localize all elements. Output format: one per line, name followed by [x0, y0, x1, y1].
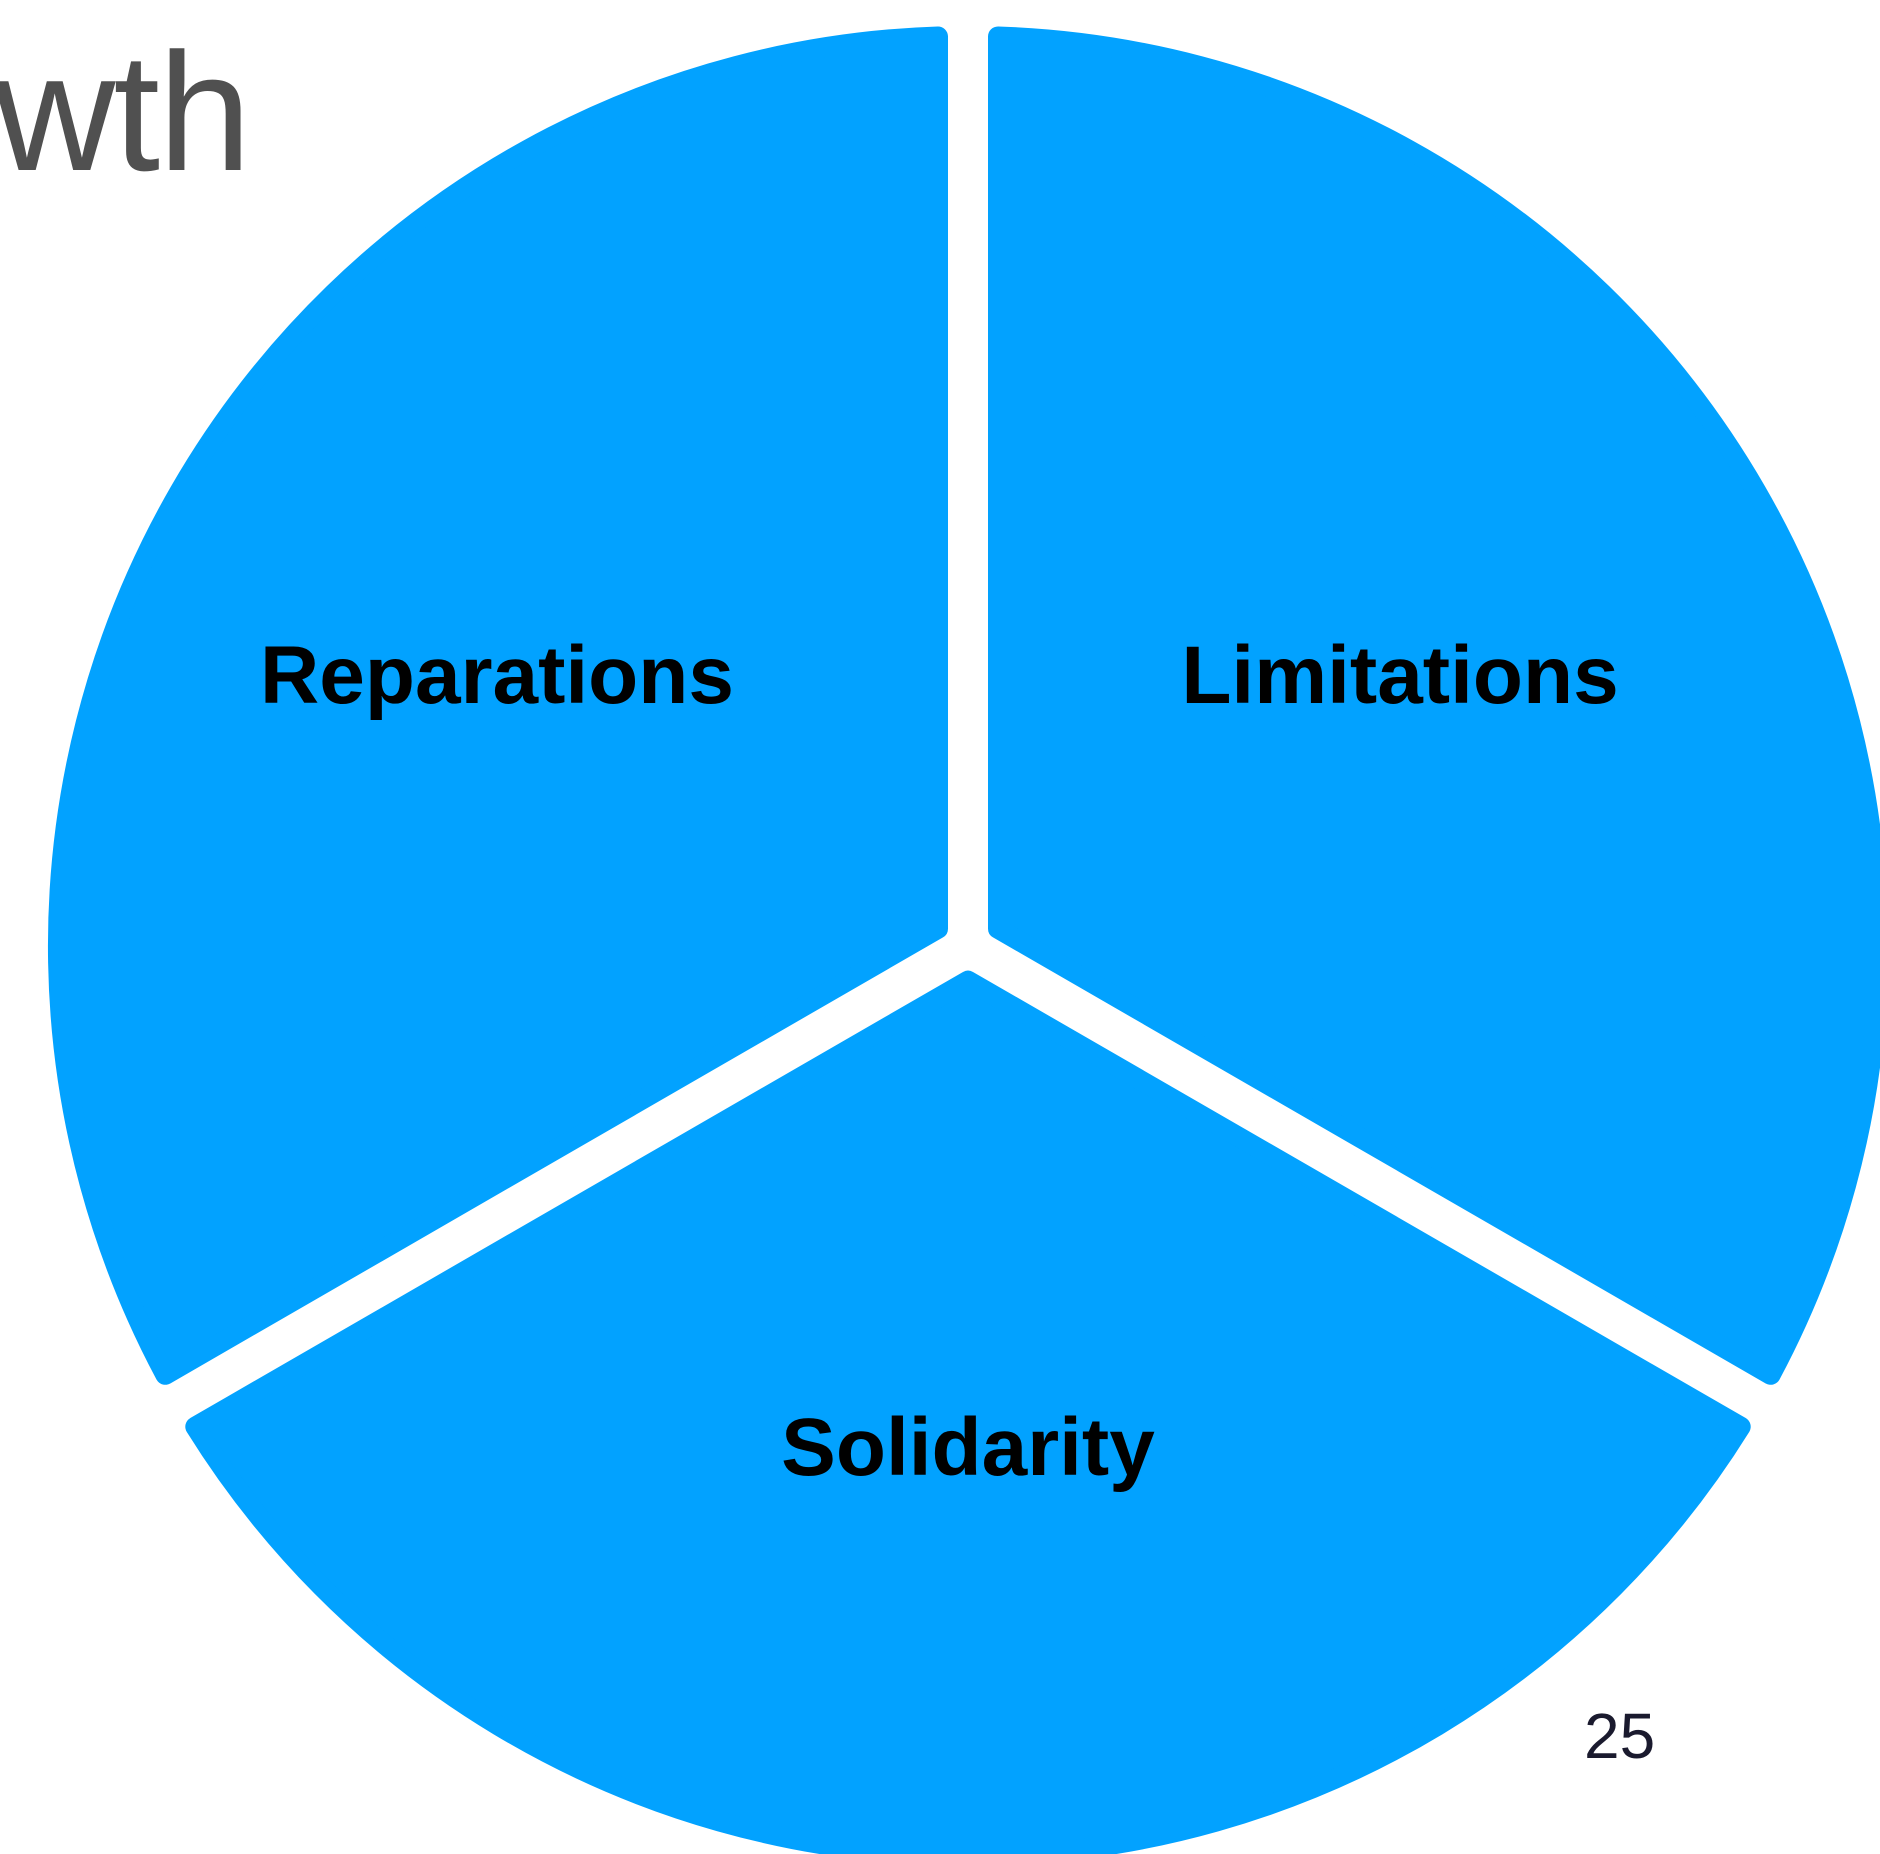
- segment-limitations: [988, 26, 1880, 1385]
- segment-label-solidarity: Solidarity: [781, 1402, 1155, 1493]
- segment-solidarity: [185, 970, 1751, 1854]
- slide-title-fragment: wth: [0, 18, 251, 206]
- segment-label-limitations: Limitations: [1181, 630, 1619, 721]
- page-number: 25: [1584, 1700, 1656, 1772]
- segment-reparations: [47, 26, 948, 1385]
- segment-label-reparations: Reparations: [260, 630, 734, 721]
